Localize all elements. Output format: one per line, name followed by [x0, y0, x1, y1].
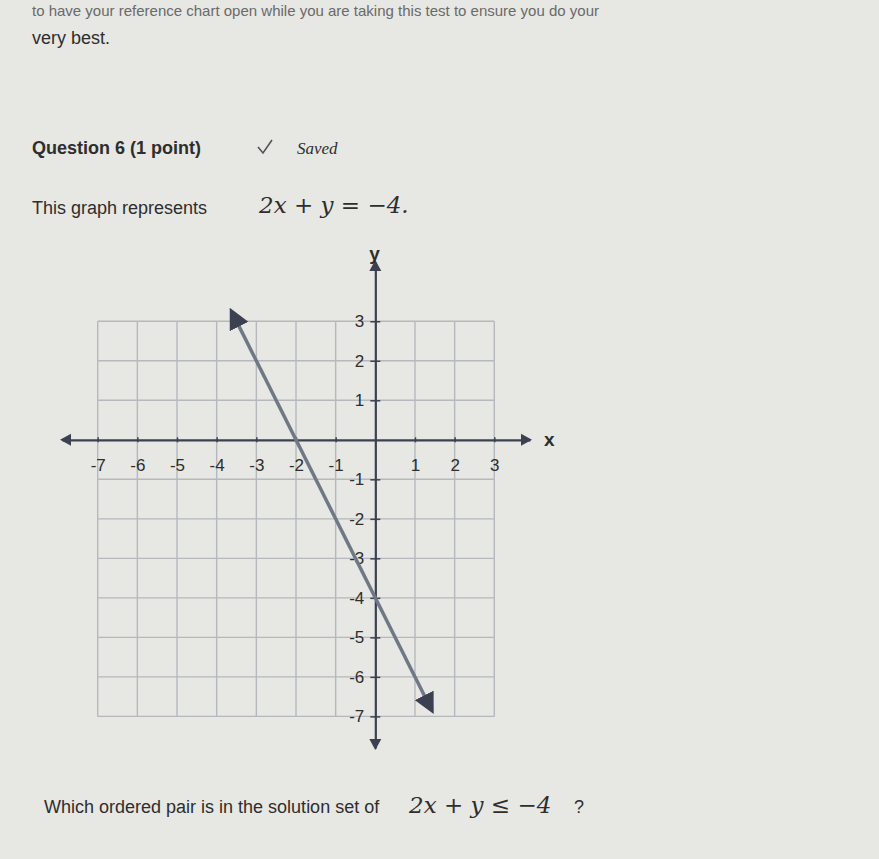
prompt: This graph represents — [32, 198, 207, 219]
y-tick-mark — [370, 400, 380, 402]
y-tick-mark — [370, 479, 380, 481]
y-tick-mark — [370, 716, 380, 718]
grid-line — [98, 400, 495, 401]
axis-arrows — [60, 260, 532, 750]
y-tick-label: 3 — [355, 312, 364, 331]
inequality: 2x + y ≤ −4 — [409, 792, 551, 818]
x-tick-label: -4 — [210, 456, 225, 475]
y-tick-mark — [370, 677, 380, 679]
axis-arrow — [369, 739, 381, 750]
y-tick-mark — [370, 558, 380, 560]
y-axis-line — [375, 263, 377, 749]
y-tick: 2 — [355, 352, 380, 371]
x-axis-label: x — [544, 429, 555, 450]
x-tick: -6 — [130, 437, 145, 475]
y-tick-mark — [370, 361, 380, 363]
grid-line — [98, 716, 495, 717]
x-tick-mark — [216, 437, 218, 442]
y-tick-mark — [370, 519, 380, 521]
grid-line — [98, 479, 495, 480]
equation: 2x + y = −4. — [259, 192, 409, 218]
y-tick: -2 — [349, 510, 380, 529]
x-tick-mark — [256, 437, 258, 442]
y-tick: 3 — [355, 312, 380, 331]
question: Question 6 (1 point) — [32, 138, 201, 159]
grid-line — [98, 676, 495, 677]
plot-area — [233, 313, 431, 708]
x-tick: -1 — [329, 437, 344, 475]
x-tick-label: -5 — [170, 456, 185, 475]
grid-line — [98, 558, 495, 559]
x-tick-mark — [97, 437, 99, 442]
y-tick-label: -5 — [349, 628, 364, 647]
y-tick-mark — [370, 637, 380, 639]
y-tick: -7 — [349, 707, 380, 726]
intro: to have your reference chart open while … — [32, 2, 599, 19]
y-tick-label: -4 — [349, 589, 364, 608]
x-tick: -7 — [91, 437, 106, 475]
x-tick-mark — [137, 437, 139, 442]
x-tick: -5 — [170, 437, 185, 475]
y-tick: -6 — [349, 668, 380, 687]
y-axis-label: y — [369, 243, 380, 264]
footer: Which ordered pair is in the solution se… — [44, 797, 379, 818]
axis-arrow — [60, 434, 71, 446]
x-tick: -4 — [210, 437, 225, 475]
grid-line — [98, 637, 495, 638]
axis-arrow — [521, 434, 532, 446]
x-tick-mark — [454, 437, 456, 442]
grid — [98, 321, 495, 716]
x-tick-label: 3 — [490, 456, 499, 475]
y-tick-mark — [370, 321, 380, 323]
grid-line — [98, 321, 495, 322]
intro-end: very best. — [32, 28, 110, 49]
y-tick: -1 — [349, 470, 380, 489]
y-tick-label: 1 — [355, 391, 364, 410]
x-tick-label: -2 — [289, 456, 304, 475]
x-tick-label: -1 — [329, 456, 344, 475]
y-tick-label: -7 — [349, 707, 364, 726]
x-tick-mark — [177, 437, 179, 442]
graph: -7-6-5-4-3-2-1123-7-6-5-4-3-2-1123xy — [0, 0, 879, 859]
x-tick-mark — [494, 437, 496, 442]
footer-end: ? — [574, 797, 584, 818]
x-tick-label: -3 — [249, 456, 264, 475]
y-tick-label: -6 — [349, 668, 364, 687]
x-tick-label: 1 — [411, 456, 420, 475]
x-tick: 2 — [450, 437, 459, 475]
x-tick-label: -6 — [130, 456, 145, 475]
x-tick: 1 — [411, 437, 420, 475]
grid-line — [98, 518, 495, 519]
x-tick-label: 2 — [450, 456, 459, 475]
solution-line — [233, 313, 431, 708]
y-axis: -7-6-5-4-3-2-1123 — [349, 263, 380, 749]
check-icon — [258, 140, 272, 153]
status: Saved — [297, 139, 338, 159]
grid-line — [98, 360, 495, 361]
grid-line — [98, 597, 495, 598]
x-tick-mark — [335, 437, 337, 442]
x-tick-mark — [415, 437, 417, 442]
y-tick-label: -1 — [349, 470, 364, 489]
x-tick: 3 — [490, 437, 499, 475]
x-tick-label: -7 — [91, 456, 106, 475]
y-tick: 1 — [355, 391, 380, 410]
x-tick: -3 — [249, 437, 264, 475]
y-tick-label: 2 — [355, 352, 364, 371]
y-tick: -5 — [349, 628, 380, 647]
y-tick-label: -2 — [349, 510, 364, 529]
